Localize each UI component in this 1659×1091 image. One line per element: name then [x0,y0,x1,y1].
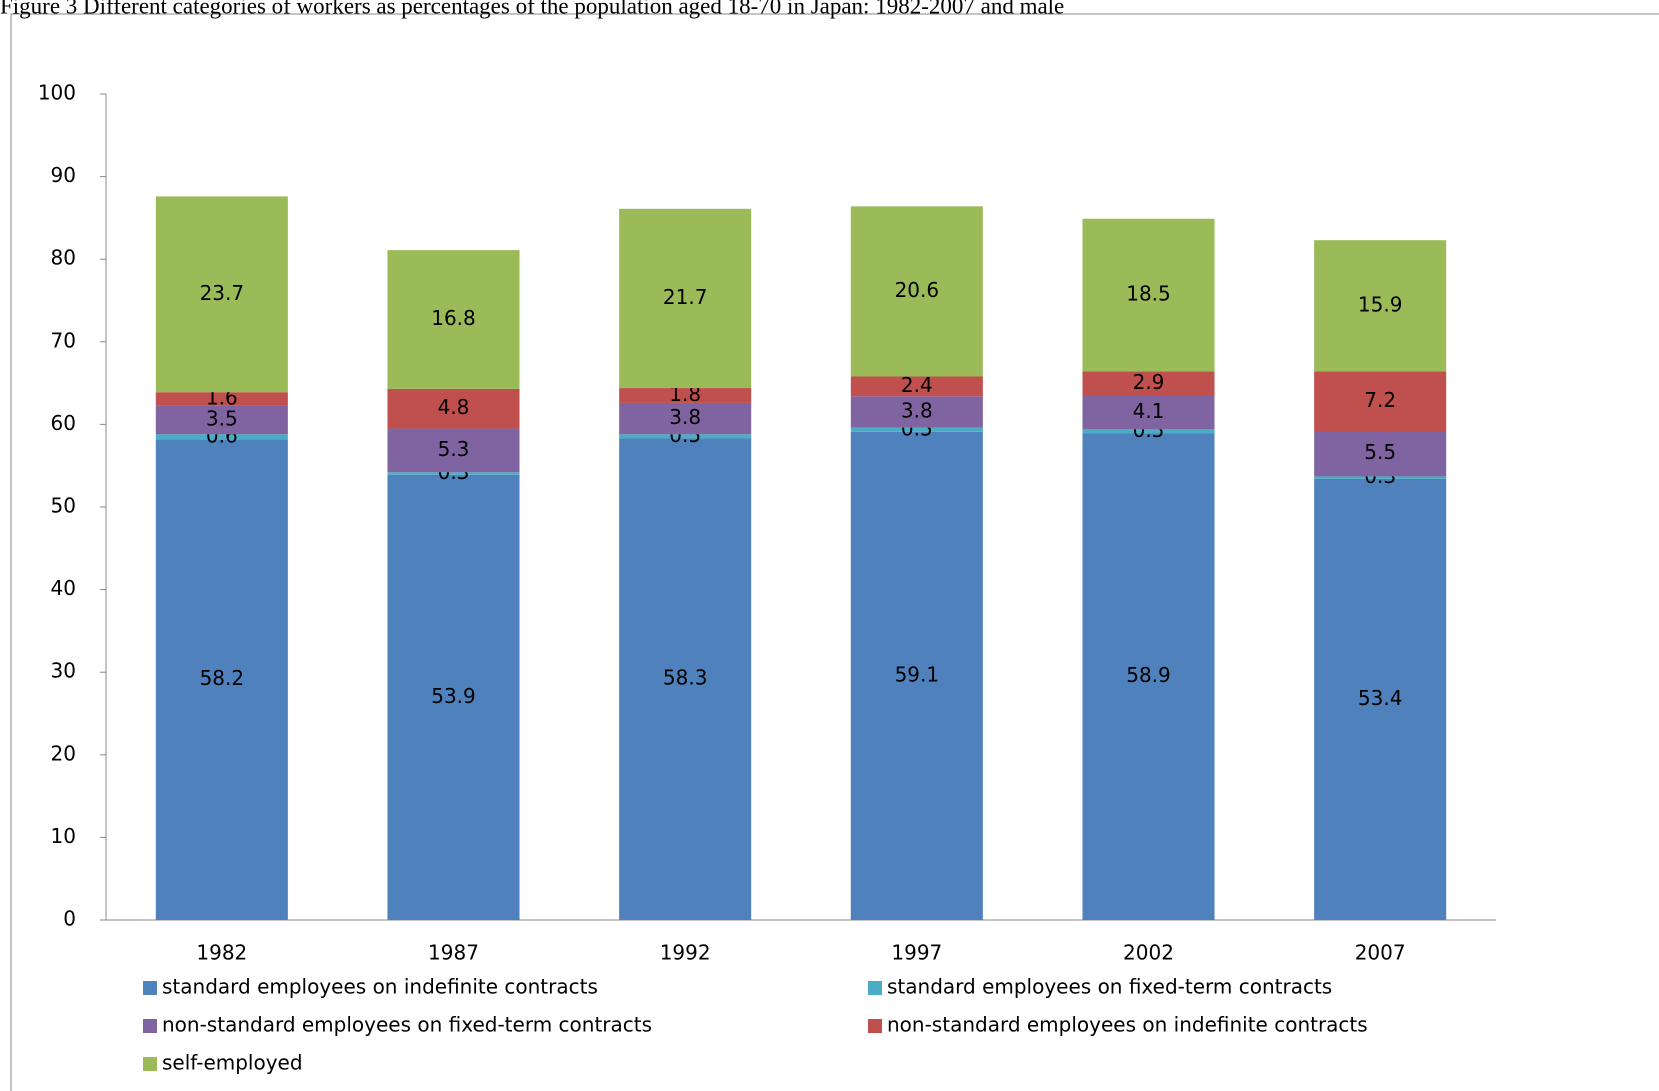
x-tick-label: 1982 [196,941,247,965]
y-tick-label: 10 [51,824,76,848]
bar-segment [1314,240,1447,372]
x-tick-label: 2002 [1123,941,1174,965]
bar-segment [155,405,288,435]
value-label: 58.3 [663,666,708,690]
legend-swatch [143,1019,157,1033]
value-label: 53.9 [431,684,476,708]
x-tick-label: 1987 [428,941,479,965]
bar-segment [1082,371,1215,396]
value-label: 21.7 [663,285,708,309]
value-label: 18.5 [1126,282,1171,306]
bar-segment [850,206,983,377]
bar-segment [619,438,752,920]
bar-segment [619,402,752,435]
value-label: 5.3 [438,437,470,461]
bar-segment [387,250,520,389]
y-tick-label: 30 [51,659,76,683]
chart-frame [10,13,1659,1091]
y-tick-label: 40 [51,576,76,600]
bar-segment [1082,395,1215,430]
value-label: 2.4 [901,373,933,397]
y-tick-label: 80 [51,246,76,270]
bar-segment [619,434,752,439]
legend-label: non-standard employees on indefinite con… [887,1013,1368,1037]
value-label: 3.5 [206,406,238,430]
bar-segment [387,388,520,429]
value-label: 53.4 [1358,686,1403,710]
bar-segment [387,474,520,920]
bar-segment [387,428,520,473]
y-tick-label: 20 [51,741,76,765]
value-label: 2.9 [1133,370,1165,394]
value-label: 4.1 [1133,399,1165,423]
value-label: 4.8 [438,395,470,419]
bar-segment [850,431,983,920]
bar-segment [1314,431,1447,477]
value-label: 59.1 [895,662,940,686]
value-label: 58.2 [200,666,245,690]
legend-swatch [143,981,157,995]
legend-label: non-standard employees on fixed-term con… [162,1013,652,1037]
value-label: 58.9 [1126,663,1171,687]
bar-segment [619,208,752,389]
value-label: 15.9 [1358,292,1403,316]
bar-segment [850,396,983,428]
legend-swatch [868,981,882,995]
value-label: 16.8 [431,306,476,330]
bar-segment [1082,433,1215,920]
legend-label: self-employed [162,1051,303,1075]
bar-segment [155,392,288,406]
x-tick-label: 2007 [1355,941,1406,965]
value-label: 3.8 [901,399,933,423]
legend-label: standard employees on fixed-term contrac… [887,975,1332,999]
legend-swatch [868,1019,882,1033]
bar-segment [850,376,983,397]
bar-segment [619,388,752,403]
bar-segment [155,434,288,440]
bar-segment [1314,478,1447,920]
legend-label: standard employees on indefinite contrac… [162,975,598,999]
bar-segment [1082,429,1215,434]
value-label: 5.5 [1364,440,1396,464]
bar-segment [1314,476,1447,479]
y-tick-label: 70 [51,328,76,352]
y-tick-label: 50 [51,494,76,518]
value-label: 7.2 [1364,388,1396,412]
bar-segment [387,472,520,475]
value-label: 20.6 [895,278,940,302]
bar-segment [155,439,288,920]
bar-segment [155,196,288,393]
chart-title: Figure 3 Different categories of workers… [0,0,1064,18]
bar-segment [1314,371,1447,432]
x-tick-label: 1997 [891,941,942,965]
x-tick-label: 1992 [660,941,711,965]
value-label: 23.7 [200,281,245,305]
y-tick-label: 90 [51,163,76,187]
bar-segment [850,427,983,432]
legend-swatch [143,1057,157,1071]
y-tick-label: 60 [51,411,76,435]
value-label: 3.8 [669,405,701,429]
y-tick-label: 100 [38,81,76,105]
y-tick-label: 0 [63,907,76,931]
bar-segment [1082,218,1215,372]
